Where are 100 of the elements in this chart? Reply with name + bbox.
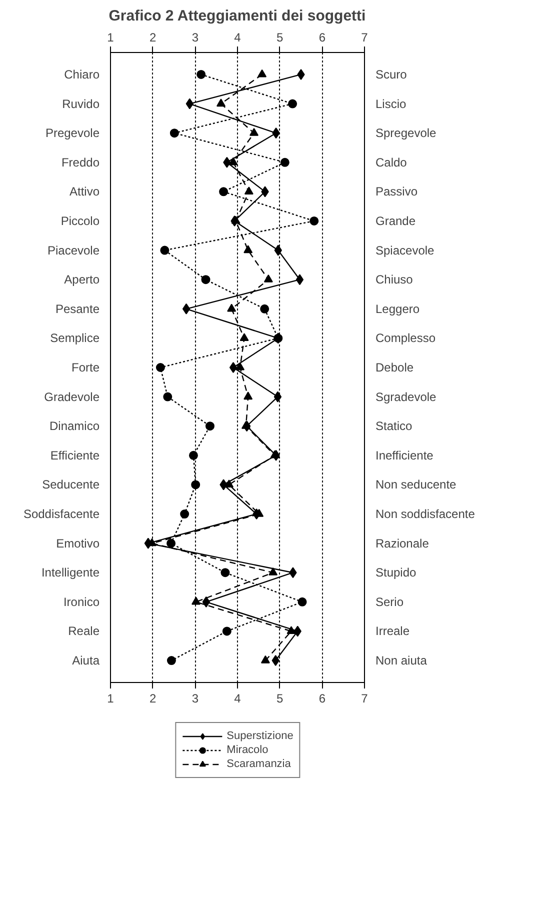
point	[231, 216, 240, 224]
y2-tick-label: Razionale	[376, 536, 430, 550]
point	[227, 304, 236, 312]
y-tick-label: Ironico	[63, 594, 100, 609]
y2-tick-label: Non seducente	[376, 478, 457, 492]
y2-tick-label: Passivo	[376, 184, 418, 199]
point	[288, 99, 298, 108]
y-tick-label: Semplice	[50, 331, 100, 346]
point	[264, 274, 273, 282]
y2-tick-label: Debole	[376, 360, 414, 374]
y-tick-label: Ruvido	[62, 96, 100, 111]
y2-tick-label: Spregevole	[376, 126, 437, 140]
point	[192, 596, 201, 605]
y2-tick-label: Leggero	[376, 302, 420, 316]
y-tick-label: Intelligente	[41, 566, 100, 580]
x-tick-label: 1	[107, 30, 114, 44]
x-tick-label: 3	[192, 30, 199, 44]
point	[260, 655, 270, 664]
y2-tick-label: Non aiuta	[376, 654, 428, 668]
y-tick-label: Attivo	[69, 184, 100, 199]
point	[258, 69, 267, 78]
point	[219, 187, 228, 196]
point	[260, 304, 270, 314]
y-tick-label: Forte	[71, 360, 100, 374]
point	[222, 626, 232, 636]
x2-tick-label: 5	[276, 692, 284, 706]
point	[220, 568, 230, 578]
y2-tick-label: Non soddisfacente	[376, 507, 476, 522]
point	[241, 420, 250, 429]
legend-label: Superstizione	[226, 729, 294, 743]
point	[201, 275, 210, 284]
y-tick-label: Aperto	[64, 272, 100, 287]
point	[296, 274, 304, 286]
point	[240, 333, 249, 342]
point	[202, 596, 210, 608]
point	[286, 626, 296, 634]
x2-tick-label: 4	[234, 692, 242, 706]
x2-tick-label: 7	[361, 692, 368, 706]
y-tick-label: Seducente	[42, 478, 100, 492]
legend-label: Scaramanzia	[226, 757, 291, 771]
chart-title: Grafico 2 Atteggiamenti dei soggetti	[108, 8, 366, 24]
y2-tick-label: Statico	[376, 419, 413, 434]
y-tick-label: Emotivo	[56, 536, 100, 550]
y2-tick-label: Scuro	[376, 67, 408, 82]
point	[163, 392, 172, 402]
y-tick-label: Efficiente	[50, 448, 100, 462]
point	[280, 158, 290, 167]
point	[205, 422, 214, 431]
point	[166, 656, 176, 666]
y2-tick-label: Stupido	[376, 566, 417, 580]
x-tick-label: 4	[234, 30, 242, 44]
x-tick-label: 2	[149, 30, 156, 44]
point	[170, 128, 179, 138]
y-tick-label: Chiaro	[64, 67, 100, 82]
y2-tick-label: Caldo	[376, 155, 408, 170]
point	[244, 186, 254, 194]
x2-tick-label: 1	[107, 692, 114, 706]
y2-tick-label: Inefficiente	[376, 448, 434, 462]
point	[274, 391, 282, 402]
point	[160, 246, 170, 255]
point	[224, 480, 234, 488]
y-tick-label: Pesante	[55, 302, 100, 316]
point	[236, 362, 245, 370]
y-tick-label: Pregevole	[45, 126, 100, 140]
point	[191, 480, 200, 490]
x-tick-label: 6	[318, 30, 326, 44]
point	[180, 510, 190, 519]
y-tick-label: Freddo	[61, 155, 100, 170]
y-tick-label: Soddisfacente	[23, 507, 100, 522]
y-tick-label: Dinamico	[49, 419, 100, 434]
point	[156, 363, 165, 372]
point	[166, 538, 176, 548]
y2-tick-label: Liscio	[376, 96, 407, 111]
point	[244, 245, 253, 254]
point	[229, 362, 238, 373]
y2-tick-label: Serio	[376, 594, 404, 609]
point	[268, 567, 278, 576]
x2-tick-label: 2	[149, 692, 156, 706]
y-tick-label: Aiuta	[72, 654, 100, 668]
legend-label: Miracolo	[226, 743, 268, 757]
x-tick-label: 7	[361, 30, 368, 44]
y2-tick-label: Complesso	[376, 331, 436, 346]
point	[182, 303, 190, 314]
point	[228, 157, 238, 166]
y2-tick-label: Irreale	[376, 624, 410, 638]
y-tick-label: Piacevole	[47, 243, 100, 258]
point	[188, 450, 198, 460]
y-tick-label: Reale	[68, 624, 100, 638]
x-tick-label: 5	[276, 30, 284, 44]
y2-tick-label: Grande	[376, 214, 416, 228]
y2-tick-label: Sgradevole	[376, 390, 437, 404]
x2-tick-label: 3	[192, 692, 199, 706]
y2-tick-label: Spiacevole	[376, 243, 435, 258]
point	[270, 450, 280, 458]
y2-tick-label: Chiuso	[376, 272, 414, 287]
point	[196, 70, 206, 79]
point	[310, 216, 319, 226]
point	[298, 597, 307, 606]
y-tick-label: Piccolo	[60, 214, 100, 228]
point	[244, 392, 253, 400]
